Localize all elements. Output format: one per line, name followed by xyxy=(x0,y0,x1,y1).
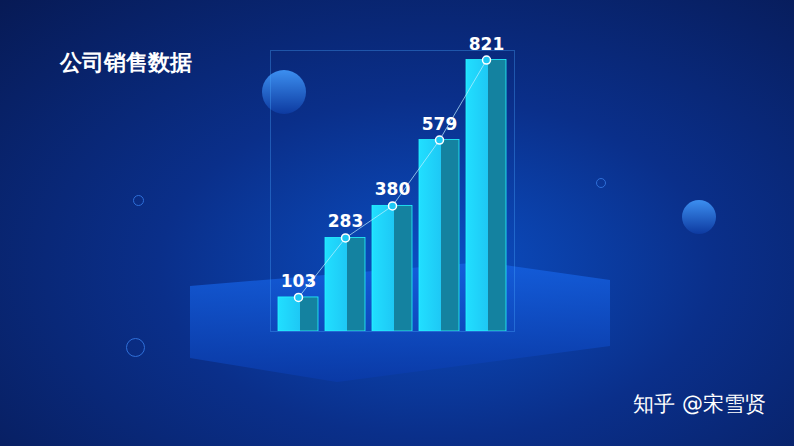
svg-text:380: 380 xyxy=(375,179,411,199)
svg-text:579: 579 xyxy=(422,114,458,134)
svg-text:283: 283 xyxy=(328,211,364,231)
html-text:知乎 @宋雪贤: 知乎 @宋雪贤 xyxy=(633,392,766,416)
html-text:公司销售数据: 公司销售数据 xyxy=(60,50,192,75)
svg-text:821: 821 xyxy=(469,34,505,54)
svg-text:103: 103 xyxy=(281,271,317,291)
